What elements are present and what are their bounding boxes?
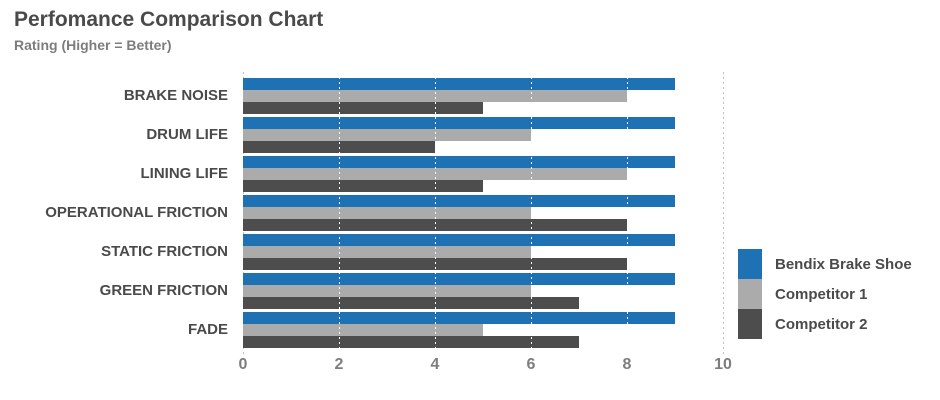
bar-competitor-1 <box>243 129 531 141</box>
category-label: GREEN FRICTION <box>99 282 228 299</box>
bar-competitor-1 <box>243 207 531 219</box>
legend-label: Bendix Brake Shoe <box>775 255 912 273</box>
category-axis: BRAKE NOISE DRUM LIFE LINING LIFE OPERATION… <box>0 0 228 400</box>
bar-group <box>243 234 675 270</box>
bar-bendix-brake-shoe <box>243 156 675 168</box>
gridline-10 <box>723 72 724 354</box>
legend-label: Competitor 1 <box>775 285 868 303</box>
category-label: OPERATIONAL FRICTION <box>45 204 228 221</box>
bar-group <box>243 195 675 231</box>
legend-item: Competitor 2 <box>738 309 912 339</box>
bar-bendix-brake-shoe <box>243 195 675 207</box>
category-label: BRAKE NOISE <box>123 87 228 104</box>
bar-competitor-1 <box>243 324 483 336</box>
bar-bendix-brake-shoe <box>243 312 675 324</box>
category-label: DRUM LIFE <box>146 126 228 143</box>
bar-group <box>243 312 675 348</box>
bar-bendix-brake-shoe <box>243 78 675 90</box>
x-tick-label: 6 <box>526 356 536 373</box>
bar-competitor-1 <box>243 246 531 258</box>
category-label: LINING LIFE <box>140 165 229 182</box>
chart-title: Perfomance Comparison Chart <box>14 8 324 31</box>
chart-subtitle: Rating (Higher = Better) <box>14 37 172 53</box>
legend-label: Competitor 2 <box>775 315 868 333</box>
bar-group <box>243 273 675 309</box>
plot-area <box>243 72 724 354</box>
bar-competitor-2 <box>243 336 579 348</box>
legend-swatch <box>738 279 762 309</box>
legend-swatch <box>738 309 762 339</box>
x-tick-label: 10 <box>714 356 732 373</box>
bar-bendix-brake-shoe <box>243 273 675 285</box>
category-label: STATIC FRICTION <box>101 243 228 260</box>
x-tick-label: 0 <box>238 356 248 373</box>
bar-competitor-2 <box>243 297 579 309</box>
gridline-4 <box>435 72 436 354</box>
bar-bendix-brake-shoe <box>243 234 675 246</box>
bar-group <box>243 117 675 153</box>
x-tick-label: 2 <box>334 356 344 373</box>
bar-competitor-2 <box>243 102 483 114</box>
x-tick-label: 8 <box>622 356 632 373</box>
bar-group <box>243 78 675 114</box>
legend-item: Competitor 1 <box>738 279 912 309</box>
gridline-6 <box>531 72 532 354</box>
bar-bendix-brake-shoe <box>243 117 675 129</box>
category-label: FADE <box>187 321 228 338</box>
legend-item: Bendix Brake Shoe <box>738 249 912 279</box>
bar-competitor-1 <box>243 285 531 297</box>
legend-swatch <box>738 249 762 279</box>
gridline-8 <box>627 72 628 354</box>
bar-group <box>243 156 675 192</box>
gridline-2 <box>339 72 340 354</box>
legend: Bendix Brake Shoe Competitor 1 Competitor … <box>738 249 912 339</box>
bar-competitor-2 <box>243 180 483 192</box>
x-tick-label: 4 <box>430 356 440 373</box>
